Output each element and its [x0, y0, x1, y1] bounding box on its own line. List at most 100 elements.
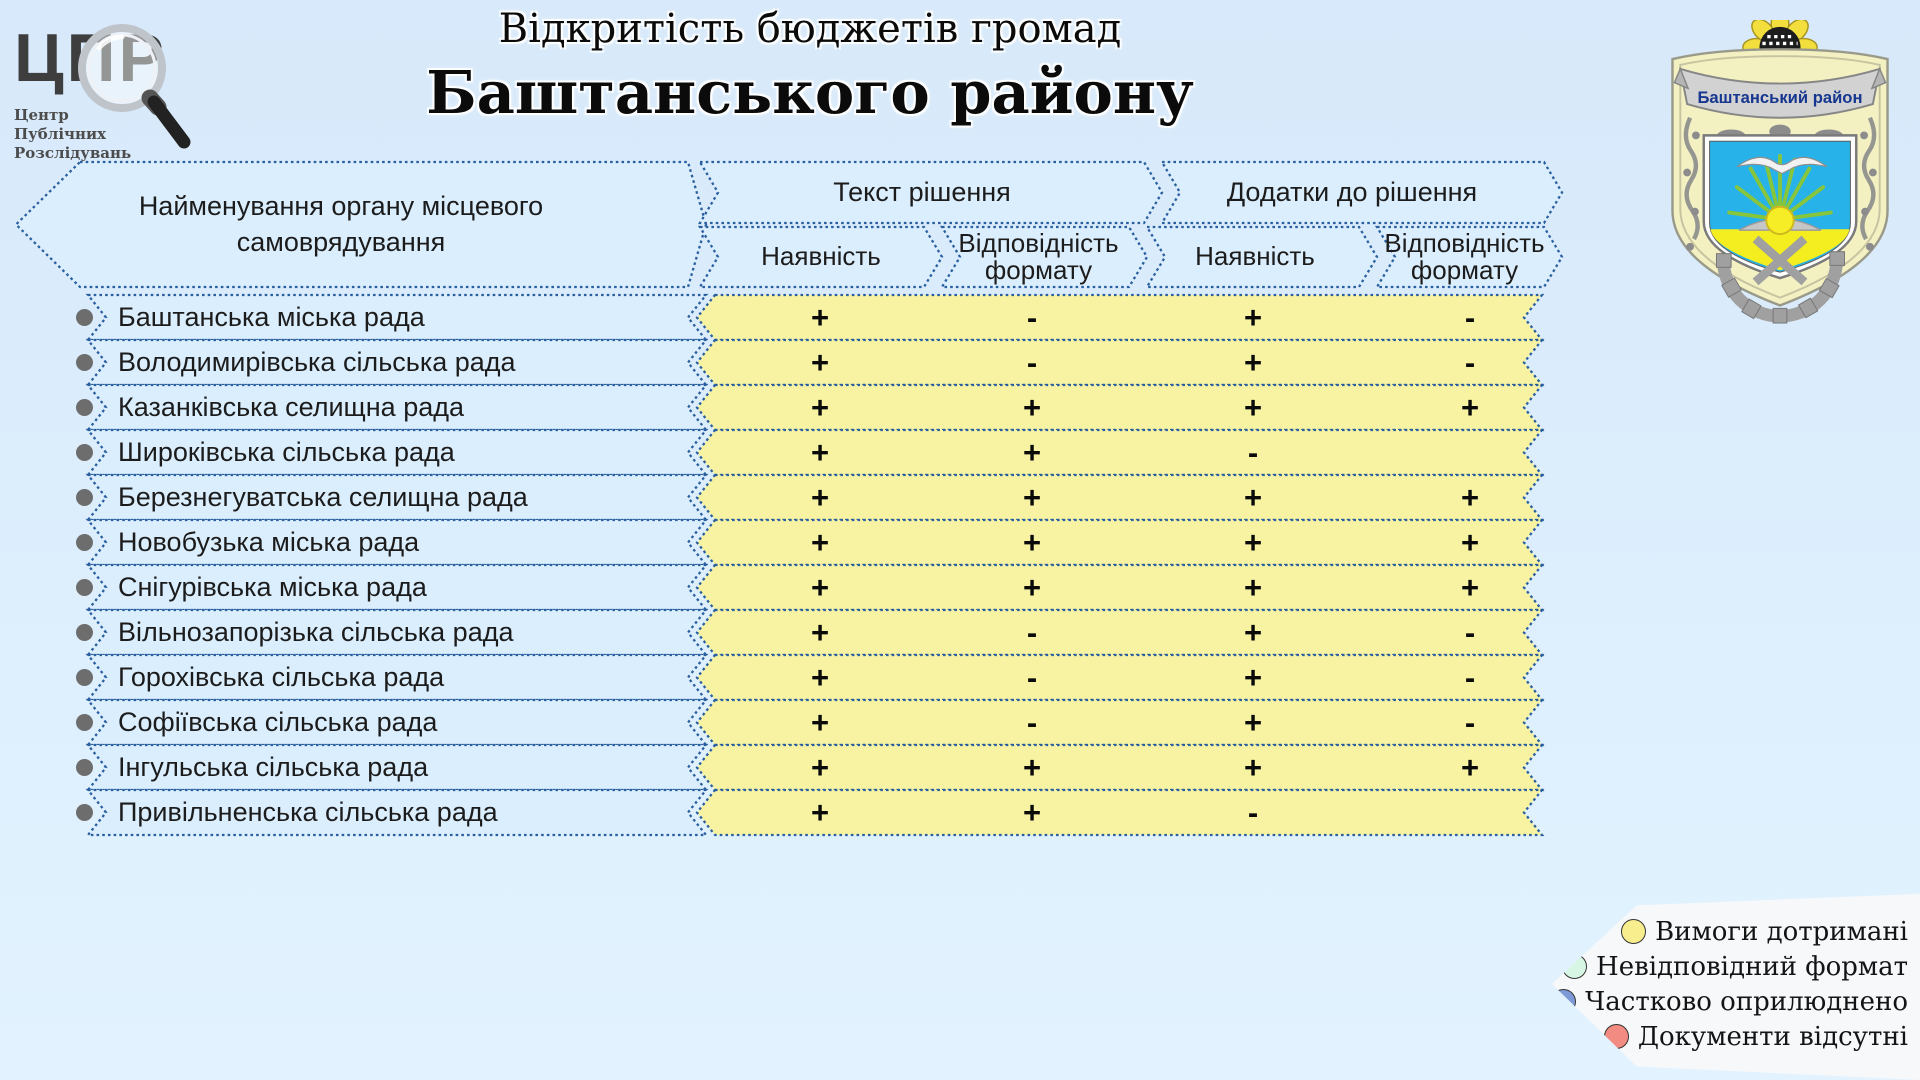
row-bullet-icon	[76, 579, 93, 596]
column-group-decision-text: Текст рішення	[697, 160, 1164, 225]
cell-value: -	[1026, 659, 1038, 695]
table-row: Широківська сільська рада + + -	[0, 428, 1562, 477]
cell-value: +	[1022, 749, 1042, 785]
legend-swatch-blue	[1552, 989, 1577, 1014]
cell-value	[1440, 790, 1500, 835]
cell-value: +	[810, 704, 830, 740]
column-header-name-label: Найменування органу місцевого самоврядув…	[138, 191, 544, 257]
row-bullet-icon	[76, 354, 93, 371]
cpr-org-line: Центр	[14, 106, 69, 124]
cell-value: -	[1026, 344, 1038, 380]
council-name: Снігурівська міська рада	[118, 572, 427, 602]
council-name: Інгульська сільська рада	[118, 752, 429, 782]
cpr-logo-orgname: Центр Публічних Розслідувань	[14, 106, 234, 162]
subheader-availability-2: Наявність	[1144, 225, 1379, 289]
row-status-ribbon: + + -	[695, 428, 1545, 477]
column-group-decision-annexes: Додатки до рішення	[1159, 160, 1564, 225]
cell-value: +	[1243, 524, 1263, 560]
legend-swatch-mint	[1562, 954, 1588, 979]
cell-value: +	[810, 299, 830, 335]
cell-value: +	[810, 344, 830, 380]
table-row: Софіївська сільська рада + - + -	[0, 698, 1562, 747]
cell-value: +	[1243, 614, 1263, 650]
row-status-ribbon: + - + -	[695, 653, 1545, 702]
row-bullet-icon	[76, 804, 93, 821]
table-row: Новобузька міська рада + + + +	[0, 518, 1562, 567]
row-status-ribbon: + + -	[695, 788, 1545, 837]
table-row: Інгульська сільська рада + + + +	[0, 743, 1562, 792]
row-bullet-icon	[76, 399, 93, 416]
cell-value: +	[1022, 389, 1042, 425]
row-bullet-icon	[76, 759, 93, 776]
row-status-ribbon: + + + +	[695, 743, 1545, 792]
row-name-cell: Баштанська міська рада	[85, 293, 709, 342]
table-row: Березнегуватська селищна рада + + + +	[0, 473, 1562, 522]
legend-swatch-red	[1603, 1024, 1629, 1049]
page-title-line1: Відкритість бюджетів громад	[498, 6, 1122, 52]
row-status-ribbon: + + + +	[695, 518, 1545, 567]
cell-value: +	[1460, 749, 1480, 785]
row-status-ribbon: + - + -	[695, 338, 1545, 387]
table-row: Баштанська міська рада + - + -	[0, 293, 1562, 342]
cell-value: -	[1464, 299, 1476, 335]
cell-value: -	[1464, 344, 1476, 380]
subheader-availability-1: Наявність	[697, 225, 944, 289]
council-name: Казанківська селищна рада	[118, 392, 464, 422]
cell-value: -	[1464, 659, 1476, 695]
row-name-cell: Володимирівська сільська рада	[85, 338, 709, 387]
cell-value: +	[1243, 299, 1263, 335]
row-status-ribbon: + - + -	[695, 608, 1545, 657]
column-header-name: Найменування органу місцевого самоврядув…	[14, 160, 708, 289]
row-name-cell: Березнегуватська селищна рада	[85, 473, 709, 522]
cell-value: +	[1460, 389, 1480, 425]
cell-value: +	[1243, 659, 1263, 695]
row-name-cell: Снігурівська міська рада	[85, 563, 709, 612]
row-bullet-icon	[76, 534, 93, 551]
cell-value: -	[1026, 299, 1038, 335]
page-title-line2: Баштанського району	[426, 58, 1194, 127]
legend-label: Частково оприлюднено	[1585, 986, 1908, 1017]
row-name-cell: Казанківська селищна рада	[85, 383, 709, 432]
row-bullet-icon	[76, 624, 93, 641]
table-row: Снігурівська міська рада + + + +	[0, 563, 1562, 612]
cell-value: +	[1243, 389, 1263, 425]
cpr-org-line: Розслідувань	[14, 143, 132, 162]
cell-value: +	[1243, 704, 1263, 740]
council-name: Привільненська сільська рада	[118, 797, 498, 827]
legend-panel: Вимоги дотримані Невідповідний формат Ча…	[1552, 893, 1920, 1080]
council-name: Новобузька міська рада	[118, 527, 420, 557]
legend-item: Невідповідний формат	[1562, 952, 1908, 982]
cell-value: +	[810, 749, 830, 785]
subheader-format-1: Відповідність формату	[939, 225, 1149, 289]
row-status-ribbon: + + + +	[695, 473, 1545, 522]
council-name: Вільнозапорізька сільська рада	[118, 617, 514, 647]
cell-value: +	[1022, 569, 1042, 605]
cell-value: +	[810, 569, 830, 605]
row-bullet-icon	[76, 669, 93, 686]
table-row: Володимирівська сільська рада + - + -	[0, 338, 1562, 387]
cell-value: -	[1026, 704, 1038, 740]
legend-item: Частково оприлюднено	[1552, 986, 1908, 1017]
table-row: Казанківська селищна рада + + + +	[0, 383, 1562, 432]
magnifier-icon	[78, 24, 191, 149]
council-name: Широківська сільська рада	[118, 437, 455, 467]
cell-value: +	[810, 524, 830, 560]
cell-value: +	[1460, 479, 1480, 515]
emblem-banner-text: Баштанський район	[1698, 88, 1863, 107]
cpr-org-line: Публічних	[14, 124, 107, 143]
council-name: Володимирівська сільська рада	[118, 347, 516, 377]
legend-label: Невідповідний формат	[1596, 951, 1908, 982]
subheader-label: Наявність	[761, 241, 881, 272]
row-name-cell: Широківська сільська рада	[85, 428, 709, 477]
cell-value: +	[1243, 569, 1263, 605]
group-label: Додатки до рішення	[1226, 177, 1478, 207]
table-row: Горохівська сільська рада + - + -	[0, 653, 1562, 702]
cpr-logo: ЦПР Центр Публічних Розслідувань	[14, 24, 234, 162]
cell-value: -	[1247, 434, 1259, 470]
council-name: Березнегуватська селищна рада	[118, 482, 528, 512]
cell-value: -	[1464, 614, 1476, 650]
cell-value: +	[810, 659, 830, 695]
council-name: Баштанська міська рада	[118, 302, 425, 332]
council-name: Софіївська сільська рада	[118, 707, 438, 737]
